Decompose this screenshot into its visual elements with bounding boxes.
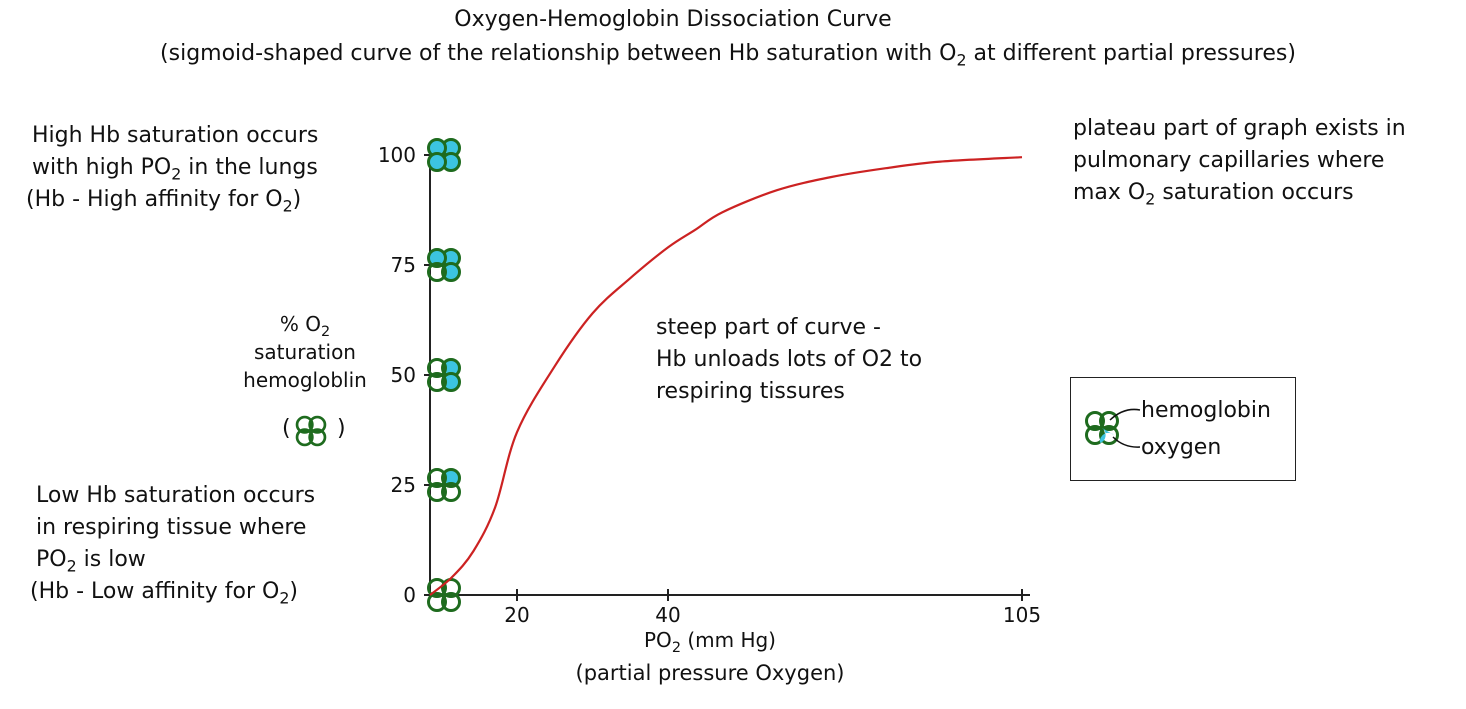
chart-title: Oxygen-Hemoglobin Dissociation Curve bbox=[454, 7, 892, 32]
y-tick-label: 50 bbox=[391, 363, 416, 387]
y-tick-label: 75 bbox=[391, 253, 416, 277]
empty-lobe bbox=[427, 468, 447, 488]
y-tick-label: 0 bbox=[403, 583, 416, 607]
x-tick-label: 20 bbox=[504, 603, 529, 627]
empty-lobe bbox=[427, 358, 447, 378]
oxygen-lobe bbox=[441, 262, 461, 282]
empty-lobe bbox=[427, 578, 447, 598]
oxygen-lobe bbox=[427, 248, 447, 268]
legend-hemoglobin-label: hemoglobin bbox=[1141, 398, 1271, 423]
x-tick-label: 105 bbox=[1003, 603, 1041, 627]
y-label-line-1: % O2 bbox=[279, 312, 331, 341]
hemoglobin-saturation-icon bbox=[427, 248, 461, 282]
legend bbox=[1070, 377, 1296, 481]
legend-oxygen-label: oxygen bbox=[1141, 435, 1222, 460]
steep-note-line-3: respiring tissures bbox=[656, 378, 845, 404]
low-note-line-3: PO2 is low bbox=[36, 546, 146, 576]
high-note-line-2: with high PO2 in the lungs bbox=[32, 154, 318, 184]
legend-oxygen-fill bbox=[1099, 428, 1114, 443]
plateau-note-line-3: max O2 saturation occurs bbox=[1073, 179, 1354, 209]
legend-hemoglobin-pointer bbox=[1109, 408, 1141, 421]
y-axis-label: % O2 saturation hemogloblin bbox=[240, 310, 370, 394]
high-saturation-note: High Hb saturation occurs with high PO2 … bbox=[26, 120, 319, 216]
empty-lobe bbox=[441, 592, 461, 612]
y-label-line-3: hemogloblin bbox=[243, 368, 367, 392]
hemoglobin-saturation-icon bbox=[427, 468, 461, 502]
x-axis-label: PO2 (mm Hg) bbox=[644, 628, 776, 657]
empty-lobe bbox=[427, 592, 447, 612]
low-saturation-note: Low Hb saturation occurs in respiring ti… bbox=[30, 480, 316, 608]
empty-lobe bbox=[427, 372, 447, 392]
y-label-paren-close: ) bbox=[337, 416, 346, 441]
low-note-line-4: (Hb - Low affinity for O2) bbox=[30, 578, 299, 608]
steep-note-line-2: Hb unloads lots of O2 to bbox=[656, 346, 923, 372]
oxygen-lobe bbox=[427, 152, 447, 172]
plateau-note-line-2: pulmonary capillaries where bbox=[1073, 147, 1385, 173]
hemoglobin-saturation-icon bbox=[427, 358, 461, 392]
empty-lobe bbox=[427, 482, 447, 502]
y-label-line-2: saturation bbox=[254, 340, 356, 364]
high-note-line-3: (Hb - High affinity for O2) bbox=[26, 186, 302, 216]
y-label-paren-open: ( bbox=[282, 416, 291, 441]
x-axis-note: (partial pressure Oxygen) bbox=[575, 661, 845, 685]
legend-oxygen-pointer bbox=[1112, 436, 1141, 448]
steep-part-note: steep part of curve - Hb unloads lots of… bbox=[656, 312, 922, 408]
y-tick-label: 100 bbox=[378, 143, 416, 167]
oxygen-lobe bbox=[441, 468, 461, 488]
saturation-curve bbox=[429, 156, 1023, 596]
high-note-line-1: High Hb saturation occurs bbox=[32, 123, 319, 148]
low-note-line-2: in respiring tissue where bbox=[36, 514, 307, 540]
empty-lobe bbox=[427, 262, 447, 282]
y-tick-label: 25 bbox=[391, 473, 416, 497]
chart-subtitle: (sigmoid-shaped curve of the relationshi… bbox=[160, 41, 1296, 70]
oxygen-lobe bbox=[441, 372, 461, 392]
y-label-hemoglobin-icon bbox=[295, 415, 327, 447]
x-tick-label: 40 bbox=[655, 603, 680, 627]
plateau-note-line-1: plateau part of graph exists in bbox=[1073, 116, 1406, 141]
hemoglobin-saturation-icon bbox=[427, 578, 461, 612]
plateau-note: plateau part of graph exists in pulmonar… bbox=[1073, 113, 1406, 209]
hemoglobin-saturation-icon bbox=[427, 138, 461, 172]
low-note-line-1: Low Hb saturation occurs bbox=[36, 483, 316, 508]
steep-note-line-1: steep part of curve - bbox=[656, 315, 881, 340]
empty-lobe bbox=[441, 482, 461, 502]
